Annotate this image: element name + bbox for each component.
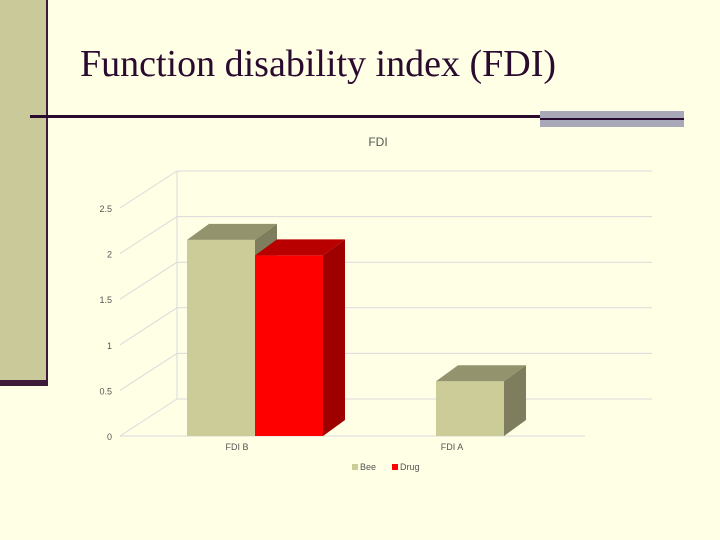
- y-tick-label: 1: [107, 341, 112, 351]
- title-rule-right: [540, 118, 684, 120]
- legend-swatch: [392, 464, 398, 470]
- x-tick-label: FDI B: [225, 442, 248, 452]
- chart-bars: [187, 223, 526, 436]
- bar-side: [504, 365, 526, 436]
- chart-y-axis: 0 0.5 1 1.5 2 2.5: [99, 204, 112, 442]
- bar-front: [187, 239, 255, 436]
- y-tick-label: 2.5: [99, 204, 112, 214]
- bar-top: [187, 223, 277, 240]
- legend-label: Bee: [360, 462, 376, 472]
- bar-top: [255, 239, 345, 256]
- gridline-slant: [119, 398, 178, 437]
- bar-top: [436, 365, 526, 382]
- y-tick-label: 1.5: [99, 295, 112, 305]
- chart-x-axis: FDI B FDI A: [225, 442, 463, 452]
- chart-legend: Bee Drug: [352, 462, 420, 472]
- legend-swatch: [352, 464, 358, 470]
- slide-title: Function disability index (FDI): [80, 43, 557, 85]
- gridline-slant: [119, 261, 178, 300]
- x-tick-label: FDI A: [441, 442, 464, 452]
- title-rule: [30, 115, 540, 118]
- gridline-slant: [119, 216, 178, 255]
- gridline-slant: [119, 307, 178, 346]
- gridline-slant: [119, 352, 178, 391]
- left-decor-edge: [46, 0, 48, 386]
- y-tick-label: 2: [107, 250, 112, 260]
- y-tick-label: 0.5: [99, 386, 112, 396]
- bar-front: [255, 255, 323, 436]
- left-decor-bar: [0, 0, 46, 382]
- chart-title: FDI: [368, 135, 387, 149]
- gridline-slant: [119, 170, 178, 209]
- bar-front: [436, 381, 504, 436]
- legend-label: Drug: [400, 462, 420, 472]
- bar-side: [323, 239, 345, 436]
- left-decor-accent: [0, 380, 48, 386]
- y-tick-label: 0: [107, 432, 112, 442]
